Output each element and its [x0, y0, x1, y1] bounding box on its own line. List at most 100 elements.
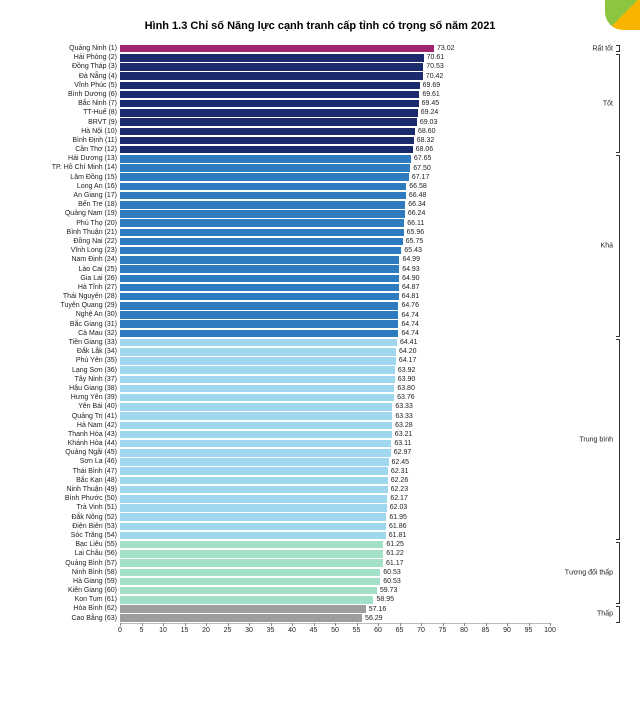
- bar: [120, 183, 406, 191]
- bar-value: 64.87: [399, 284, 420, 291]
- bar: [120, 293, 399, 301]
- bar: [120, 339, 397, 347]
- province-label: Gia Lai (26): [15, 274, 120, 283]
- bar: [120, 173, 409, 181]
- chart-title: Hình 1.3 Chỉ số Năng lực cạnh tranh cấp …: [15, 20, 625, 32]
- bar-value: 65.43: [401, 247, 422, 254]
- bar-value: 68.06: [413, 146, 434, 153]
- bar: [120, 422, 392, 430]
- bar-row: 60.53: [120, 568, 550, 577]
- province-label: Khánh Hòa (44): [15, 439, 120, 448]
- province-label: Đà Nẵng (4): [15, 72, 120, 81]
- bar-row: 68.06: [120, 145, 550, 154]
- bar-row: 67.65: [120, 154, 550, 163]
- bar-value: 62.26: [388, 477, 409, 484]
- x-tick: 80: [460, 627, 468, 634]
- bar-value: 67.17: [409, 174, 430, 181]
- x-tick: 65: [396, 627, 404, 634]
- bars-region: 73.0270.6170.5370.4269.6969.6169.4569.24…: [120, 44, 550, 623]
- group-label: Khá: [601, 243, 613, 250]
- group-label: Rất tốt: [592, 45, 613, 52]
- bar: [120, 247, 401, 255]
- bar: [120, 100, 419, 108]
- province-label: Đồng Nai (22): [15, 237, 120, 246]
- bar: [120, 91, 419, 99]
- bar-row: 66.11: [120, 219, 550, 228]
- x-tick: 45: [310, 627, 318, 634]
- bar-row: 56.29: [120, 614, 550, 623]
- x-tick: 70: [417, 627, 425, 634]
- bar-row: 65.96: [120, 228, 550, 237]
- bar-row: 64.81: [120, 292, 550, 301]
- bar-value: 67.65: [411, 155, 432, 162]
- bar-row: 62.31: [120, 467, 550, 476]
- bar-value: 61.95: [386, 514, 407, 521]
- bar-row: 63.80: [120, 384, 550, 393]
- bar: [120, 403, 392, 411]
- bar-value: 63.92: [395, 367, 416, 374]
- bar: [120, 256, 399, 264]
- bar-row: 62.97: [120, 448, 550, 457]
- province-label: Đắk Nông (52): [15, 513, 120, 522]
- province-label: Phú Thọ (20): [15, 219, 120, 228]
- bar-value: 68.60: [415, 128, 436, 135]
- bar-value: 66.11: [404, 220, 424, 227]
- bar: [120, 394, 394, 402]
- bar-row: 62.03: [120, 503, 550, 512]
- province-label: Long An (16): [15, 182, 120, 191]
- province-label: Yên Bái (40): [15, 402, 120, 411]
- bar-value: 58.95: [373, 596, 394, 603]
- province-label: Sơn La (46): [15, 457, 120, 466]
- bar-row: 61.81: [120, 531, 550, 540]
- group-bracket: [616, 339, 620, 539]
- bar-row: 63.33: [120, 412, 550, 421]
- province-label: Vĩnh Long (23): [15, 246, 120, 255]
- bar-row: 61.86: [120, 522, 550, 531]
- x-tick: 95: [525, 627, 533, 634]
- bar: [120, 486, 388, 494]
- bar-value: 61.81: [386, 532, 407, 539]
- province-label: Lạng Sơn (36): [15, 366, 120, 375]
- bar: [120, 320, 398, 328]
- bar: [120, 376, 395, 384]
- bar-value: 64.76: [398, 302, 419, 309]
- bar: [120, 458, 389, 466]
- bar-value: 63.33: [392, 413, 413, 420]
- bar: [120, 128, 415, 136]
- bar: [120, 357, 396, 365]
- bar-row: 63.11: [120, 439, 550, 448]
- bar-value: 65.75: [403, 238, 424, 245]
- bar-value: 63.21: [392, 431, 413, 438]
- bar: [120, 54, 424, 62]
- bar: [120, 164, 410, 172]
- bar-row: 64.17: [120, 356, 550, 365]
- bar-value: 66.24: [405, 210, 426, 217]
- bar: [120, 605, 366, 613]
- province-label: Nghệ An (30): [15, 310, 120, 319]
- province-label: Trà Vinh (51): [15, 503, 120, 512]
- bar-row: 69.45: [120, 99, 550, 108]
- bar-value: 59.73: [377, 587, 398, 594]
- bar: [120, 523, 386, 531]
- group-label: Tương đối thấp: [565, 570, 613, 577]
- bar-value: 69.45: [419, 100, 440, 107]
- province-label: Điện Biên (53): [15, 522, 120, 531]
- bar-value: 64.74: [398, 330, 419, 337]
- bar-value: 62.03: [387, 504, 408, 511]
- bar: [120, 192, 406, 200]
- bar-row: 61.25: [120, 540, 550, 549]
- bar-value: 69.24: [418, 109, 439, 116]
- x-tick: 55: [353, 627, 361, 634]
- bar-row: 63.90: [120, 375, 550, 384]
- bar-value: 60.53: [380, 578, 401, 585]
- x-tick: 30: [245, 627, 253, 634]
- bar-row: 64.90: [120, 274, 550, 283]
- bar: [120, 72, 423, 80]
- province-label: Bến Tre (18): [15, 200, 120, 209]
- group-bracket: [616, 155, 620, 337]
- bar: [120, 118, 417, 126]
- bar-value: 61.22: [383, 550, 404, 557]
- province-label: Kiên Giang (60): [15, 586, 120, 595]
- bar-value: 73.02: [434, 45, 455, 52]
- bar: [120, 284, 399, 292]
